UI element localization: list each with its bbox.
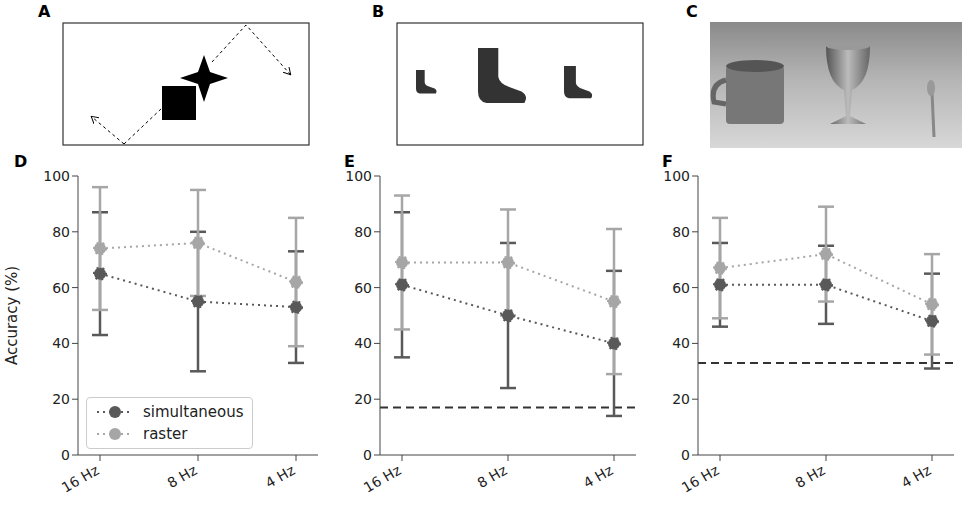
svg-text:0: 0 xyxy=(681,447,690,463)
html-text:E: E xyxy=(344,152,355,171)
svg-text:20: 20 xyxy=(52,391,70,407)
svg-text:16 Hz: 16 Hz xyxy=(679,462,722,496)
html-text:raster: raster xyxy=(143,425,188,443)
svg-text:40: 40 xyxy=(52,335,70,351)
svg-text:60: 60 xyxy=(672,280,690,296)
svg-text:100: 100 xyxy=(345,168,372,184)
svg-text:4 Hz: 4 Hz xyxy=(262,462,297,491)
svg-text:4 Hz: 4 Hz xyxy=(580,462,615,491)
html-text:A: A xyxy=(38,2,51,21)
svg-text:20: 20 xyxy=(354,391,372,407)
svg-text:0: 0 xyxy=(363,447,372,463)
svg-text:40: 40 xyxy=(672,335,690,351)
html-text:F: F xyxy=(662,152,673,171)
svg-text:4 Hz: 4 Hz xyxy=(898,462,933,491)
svg-text:8 Hz: 8 Hz xyxy=(474,462,509,491)
svg-text:60: 60 xyxy=(354,280,372,296)
html-text:B: B xyxy=(372,2,385,21)
svg-text:16 Hz: 16 Hz xyxy=(59,462,102,496)
svg-text:40: 40 xyxy=(354,335,372,351)
svg-text:16 Hz: 16 Hz xyxy=(361,462,404,496)
svg-text:100: 100 xyxy=(43,168,70,184)
svg-text:80: 80 xyxy=(354,224,372,240)
svg-text:80: 80 xyxy=(672,224,690,240)
svg-text:100: 100 xyxy=(663,168,690,184)
svg-text:Accuracy (%): Accuracy (%) xyxy=(3,266,21,365)
svg-text:60: 60 xyxy=(52,280,70,296)
html-text:C: C xyxy=(686,2,698,21)
html-text:simultaneous: simultaneous xyxy=(143,403,244,421)
svg-text:8 Hz: 8 Hz xyxy=(164,462,199,491)
svg-text:8 Hz: 8 Hz xyxy=(792,462,827,491)
html-text:D: D xyxy=(14,152,28,171)
svg-text:80: 80 xyxy=(52,224,70,240)
svg-text:20: 20 xyxy=(672,391,690,407)
svg-text:0: 0 xyxy=(61,447,70,463)
